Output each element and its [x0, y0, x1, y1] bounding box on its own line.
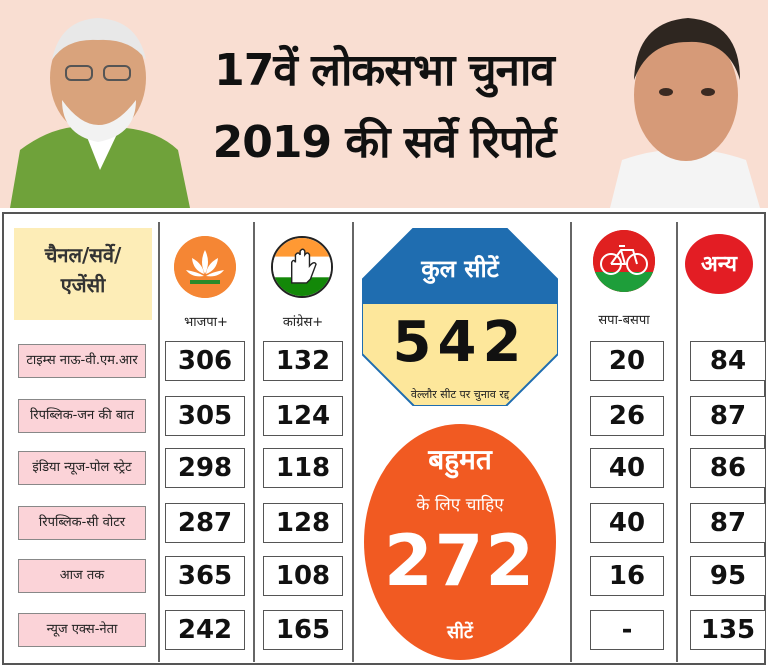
seats-others: 135: [690, 610, 766, 650]
agency-name: रिपब्लिक-सी वोटर: [18, 506, 146, 540]
total-seats-number: 542: [392, 310, 528, 375]
seats-inc: 118: [263, 448, 343, 488]
column-divider: [253, 222, 255, 662]
seats-inc: 128: [263, 503, 343, 543]
seats-sp-bsp: 16: [590, 556, 664, 596]
hand-icon: [271, 236, 333, 298]
agency-name: रिपब्लिक-जन की बात: [18, 399, 146, 433]
majority-badge: [364, 424, 556, 660]
seats-sp-bsp: 20: [590, 341, 664, 381]
agency-header-line2: एजेंसी: [60, 273, 106, 297]
party-label-others: अन्य: [700, 252, 738, 277]
bicycle-icon: [593, 230, 655, 292]
seats-sp-bsp: 40: [590, 503, 664, 543]
total-seats-note: वेल्लौर सीट पर चुनाव रद्द: [410, 388, 510, 401]
agency-header-line1: चैनल/सर्वे/: [44, 243, 122, 267]
seats-bjp: 298: [165, 448, 245, 488]
seats-sp-bsp: 40: [590, 448, 664, 488]
seats-bjp: 242: [165, 610, 245, 650]
agency-name: टाइम्स नाऊ-वी.एम.आर: [18, 344, 146, 378]
seats-bjp: 306: [165, 341, 245, 381]
seats-others: 87: [690, 503, 766, 543]
party-label-sp-bsp: सपा-बसपा: [598, 313, 650, 328]
seats-inc: 124: [263, 396, 343, 436]
agency-column-header: चैनल/सर्वे/ एजेंसी: [14, 228, 152, 320]
page-title-line1: 17वें लोकसभा चुनाव: [214, 45, 555, 96]
total-seats-badge: [362, 228, 558, 406]
party-label-bjp: भाजपा+: [184, 315, 228, 330]
agency-name: आज तक: [18, 559, 146, 593]
seats-bjp: 287: [165, 503, 245, 543]
column-divider: [676, 222, 678, 662]
seats-inc: 108: [263, 556, 343, 596]
column-divider: [352, 222, 354, 662]
column-divider: [570, 222, 572, 662]
seats-others: 86: [690, 448, 766, 488]
leader-portrait-left: [0, 0, 200, 208]
leader-portrait-right: [600, 0, 768, 208]
agency-name: इंडिया न्यूज-पोल स्ट्रेट: [18, 451, 146, 485]
seats-inc: 132: [263, 341, 343, 381]
column-divider: [158, 222, 160, 662]
seats-others: 87: [690, 396, 766, 436]
page-title-line2: 2019 की सर्वे रिपोर्ट: [212, 117, 557, 168]
seats-bjp: 305: [165, 396, 245, 436]
seats-others: 95: [690, 556, 766, 596]
seats-inc: 165: [263, 610, 343, 650]
party-label-inc: कांग्रेस+: [282, 315, 324, 330]
seats-sp-bsp: 26: [590, 396, 664, 436]
majority-number: 272: [383, 520, 537, 602]
majority-unit: सीटें: [447, 622, 473, 643]
seats-sp-bsp: -: [590, 610, 664, 650]
total-seats-label: कुल सीटें: [421, 255, 499, 283]
seats-others: 84: [690, 341, 766, 381]
majority-subtitle: के लिए चाहिए: [416, 495, 504, 515]
seats-bjp: 365: [165, 556, 245, 596]
others-badge: अन्य: [685, 234, 753, 294]
lotus-icon: [174, 236, 236, 298]
header-banner: 17वें लोकसभा चुनाव 2019 की सर्वे रिपोर्ट: [0, 0, 768, 208]
agency-name: न्यूज एक्स-नेता: [18, 613, 146, 647]
majority-title: बहुमत: [428, 443, 492, 476]
